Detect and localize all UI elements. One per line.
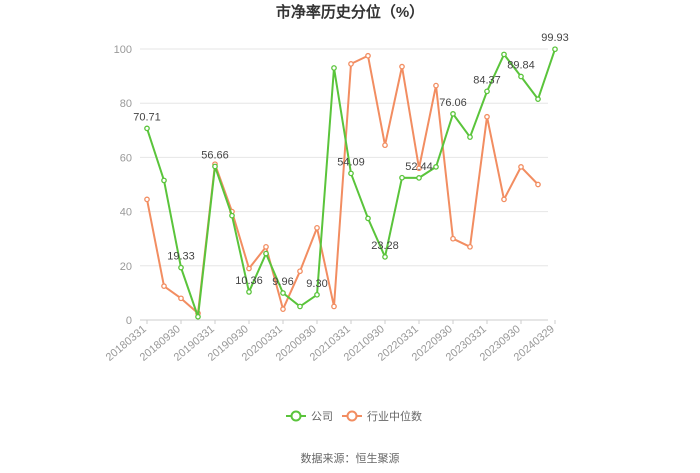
y-tick-label: 60 <box>120 152 132 164</box>
data-point[interactable] <box>399 174 405 181</box>
data-label: 70.71 <box>133 111 161 123</box>
data-point[interactable] <box>331 303 337 310</box>
source-note: 数据来源：恒生聚源 <box>301 451 400 465</box>
data-label: 9.96 <box>272 276 293 288</box>
chart-title: 市净率历史分位（%） <box>276 3 424 21</box>
series-line-1 <box>146 54 539 315</box>
data-point[interactable] <box>161 283 167 289</box>
data-point[interactable] <box>348 170 354 177</box>
y-axis: 0 20 40 60 80 100 <box>114 44 132 327</box>
data-point[interactable] <box>501 51 507 58</box>
data-point[interactable] <box>178 295 184 302</box>
data-point[interactable] <box>484 88 490 95</box>
data-point[interactable] <box>263 243 269 250</box>
data-label: 19.33 <box>167 251 195 263</box>
legend-label: 行业中位数 <box>367 409 422 423</box>
legend-item-1[interactable]: 行业中位数 <box>342 409 422 423</box>
data-point[interactable] <box>467 134 473 140</box>
data-label: 52.44 <box>405 161 433 173</box>
data-point[interactable] <box>280 306 286 313</box>
data-point[interactable] <box>518 73 524 80</box>
grid <box>140 48 548 321</box>
data-point[interactable] <box>416 175 422 181</box>
y-tick-label: 80 <box>120 98 132 110</box>
data-point[interactable] <box>229 212 235 219</box>
legend[interactable]: 公司 行业中位数 <box>286 409 422 423</box>
data-label: 23.28 <box>371 240 399 252</box>
y-tick-label: 100 <box>114 44 132 56</box>
data-point[interactable] <box>314 225 320 231</box>
data-label: 76.06 <box>439 97 467 109</box>
data-point[interactable] <box>144 196 150 203</box>
data-point[interactable] <box>331 65 337 71</box>
data-label: 54.09 <box>337 156 365 168</box>
data-point[interactable] <box>195 313 201 320</box>
x-axis: 2018033120180930201903312019093020200331… <box>104 320 557 364</box>
data-point[interactable] <box>535 96 541 102</box>
legend-swatch-marker <box>290 410 302 422</box>
data-point[interactable] <box>178 264 184 271</box>
series-layer <box>144 46 558 320</box>
data-point[interactable] <box>365 52 371 59</box>
data-label: 89.84 <box>507 60 535 72</box>
legend-swatch-marker <box>346 410 358 422</box>
data-point[interactable] <box>263 250 269 257</box>
data-point[interactable] <box>467 243 473 250</box>
data-point[interactable] <box>484 113 490 120</box>
data-point[interactable] <box>246 265 252 272</box>
data-point[interactable] <box>161 177 167 184</box>
y-tick-label: 0 <box>126 315 132 327</box>
data-label: 84.37 <box>473 74 501 86</box>
data-point[interactable] <box>246 289 252 295</box>
data-point[interactable] <box>314 291 320 298</box>
data-point[interactable] <box>144 125 150 132</box>
data-point[interactable] <box>501 196 507 203</box>
y-tick-label: 20 <box>120 261 132 273</box>
y-tick-label: 40 <box>120 207 132 219</box>
data-point[interactable] <box>518 164 524 170</box>
data-point[interactable] <box>450 235 456 242</box>
data-point[interactable] <box>416 165 422 172</box>
data-point[interactable] <box>382 254 388 260</box>
data-point[interactable] <box>297 303 303 310</box>
data-point[interactable] <box>382 142 388 149</box>
data-point[interactable] <box>297 268 303 275</box>
data-point[interactable] <box>552 46 558 53</box>
data-point[interactable] <box>535 181 541 188</box>
data-point[interactable] <box>348 61 354 67</box>
data-point[interactable] <box>399 63 405 70</box>
data-point[interactable] <box>212 163 218 170</box>
data-point[interactable] <box>450 111 456 117</box>
series-line-0 <box>146 48 556 318</box>
data-point[interactable] <box>433 164 439 170</box>
data-label: 9.30 <box>306 278 327 290</box>
data-label: 99.93 <box>541 32 569 44</box>
legend-label: 公司 <box>311 411 333 423</box>
legend-item-0[interactable]: 公司 <box>286 410 333 423</box>
data-label: 10.36 <box>235 275 263 287</box>
data-point[interactable] <box>365 215 371 222</box>
data-label: 56.66 <box>201 149 229 161</box>
data-labels: 70.71 19.33 56.66 10.36 9.96 9.30 54.09 23.28 52… <box>133 32 569 290</box>
data-point[interactable] <box>280 290 286 296</box>
data-point[interactable] <box>433 82 439 89</box>
